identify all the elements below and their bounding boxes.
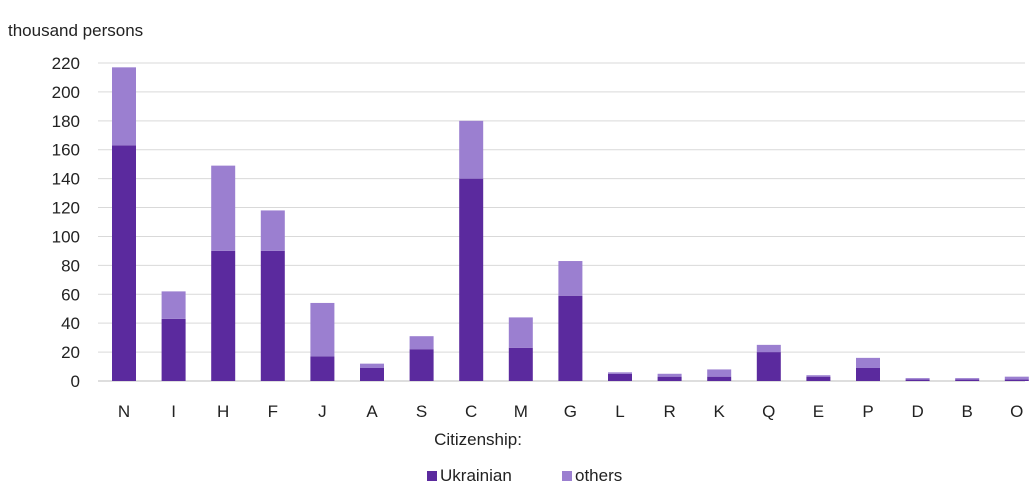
bar-j-others bbox=[310, 302, 335, 357]
bar-f-ukrainian bbox=[260, 250, 285, 381]
bar-b-ukrainian bbox=[955, 379, 980, 381]
bar-r-others bbox=[657, 373, 682, 377]
legend-label-ukrainian: Ukrainian bbox=[440, 466, 512, 485]
y-tick-label: 100 bbox=[52, 227, 80, 246]
bar-i-ukrainian bbox=[161, 318, 186, 381]
x-tick-label: B bbox=[962, 402, 973, 421]
y-tick-label: 60 bbox=[61, 285, 80, 304]
bar-e-others bbox=[806, 375, 831, 377]
bar-s-ukrainian bbox=[409, 349, 434, 381]
y-axis-ticks: 0 20 40 60 80 100 120 140 160 180 200 220 bbox=[52, 54, 80, 391]
x-tick-label: D bbox=[911, 402, 923, 421]
legend-label-others: others bbox=[575, 466, 622, 485]
y-tick-label: 180 bbox=[52, 112, 80, 131]
x-tick-label: Q bbox=[762, 402, 775, 421]
bar-j-ukrainian bbox=[310, 356, 335, 381]
bar-e-ukrainian bbox=[806, 376, 831, 381]
y-tick-label: 80 bbox=[61, 256, 80, 275]
bar-d-ukrainian bbox=[905, 379, 930, 381]
x-tick-label: J bbox=[318, 402, 327, 421]
bar-n-others bbox=[112, 67, 136, 146]
bar-h-ukrainian bbox=[211, 250, 236, 381]
bar-m-others bbox=[508, 317, 533, 348]
bar-g-ukrainian bbox=[558, 295, 583, 381]
bar-r-ukrainian bbox=[657, 376, 682, 381]
x-tick-label: N bbox=[118, 402, 130, 421]
bar-i-others bbox=[161, 291, 186, 319]
x-tick-label: A bbox=[366, 402, 378, 421]
bars bbox=[112, 67, 1029, 381]
y-tick-label: 0 bbox=[71, 372, 80, 391]
x-tick-label: K bbox=[714, 402, 726, 421]
y-tick-label: 160 bbox=[52, 141, 80, 160]
x-tick-label: S bbox=[416, 402, 427, 421]
bar-k-ukrainian bbox=[707, 376, 732, 381]
x-tick-label: L bbox=[615, 402, 624, 421]
bar-h-others bbox=[211, 165, 236, 251]
bar-l-others bbox=[608, 372, 632, 374]
bar-d-others bbox=[905, 378, 930, 380]
legend-swatch-ukrainian bbox=[427, 471, 437, 481]
legend: Citizenship: Ukrainian others bbox=[427, 430, 622, 485]
bar-a-others bbox=[360, 363, 384, 368]
bar-q-others bbox=[756, 344, 781, 353]
bar-p-others bbox=[856, 357, 880, 368]
bar-k-others bbox=[707, 369, 732, 377]
x-tick-label: O bbox=[1010, 402, 1023, 421]
x-tick-label: M bbox=[514, 402, 528, 421]
y-tick-label: 200 bbox=[52, 83, 80, 102]
legend-swatch-others bbox=[562, 471, 572, 481]
bar-l-ukrainian bbox=[608, 373, 632, 381]
bar-p-ukrainian bbox=[856, 367, 880, 381]
bar-b-others bbox=[955, 378, 980, 380]
bar-o-ukrainian bbox=[1004, 379, 1029, 381]
bar-m-ukrainian bbox=[508, 347, 533, 381]
bar-o-others bbox=[1004, 376, 1029, 380]
x-tick-label: H bbox=[217, 402, 229, 421]
y-axis-unit-label: thousand persons bbox=[8, 21, 143, 40]
bar-f-others bbox=[260, 210, 285, 251]
legend-title: Citizenship: bbox=[434, 430, 522, 449]
y-tick-label: 20 bbox=[61, 343, 80, 362]
x-tick-label: F bbox=[268, 402, 278, 421]
bar-n-ukrainian bbox=[112, 145, 136, 381]
x-tick-label: G bbox=[564, 402, 577, 421]
bar-g-others bbox=[558, 261, 583, 296]
bar-a-ukrainian bbox=[360, 367, 384, 381]
x-tick-label: I bbox=[171, 402, 176, 421]
y-tick-label: 40 bbox=[61, 314, 80, 333]
bar-c-ukrainian bbox=[459, 178, 484, 381]
x-tick-label: P bbox=[862, 402, 873, 421]
bar-q-ukrainian bbox=[756, 352, 781, 381]
bar-c-others bbox=[459, 120, 484, 179]
x-tick-label: C bbox=[465, 402, 477, 421]
bar-s-others bbox=[409, 336, 434, 350]
x-tick-label: R bbox=[663, 402, 675, 421]
y-tick-label: 140 bbox=[52, 170, 80, 189]
y-tick-label: 220 bbox=[52, 54, 80, 73]
x-tick-label: E bbox=[813, 402, 824, 421]
y-tick-label: 120 bbox=[52, 199, 80, 218]
